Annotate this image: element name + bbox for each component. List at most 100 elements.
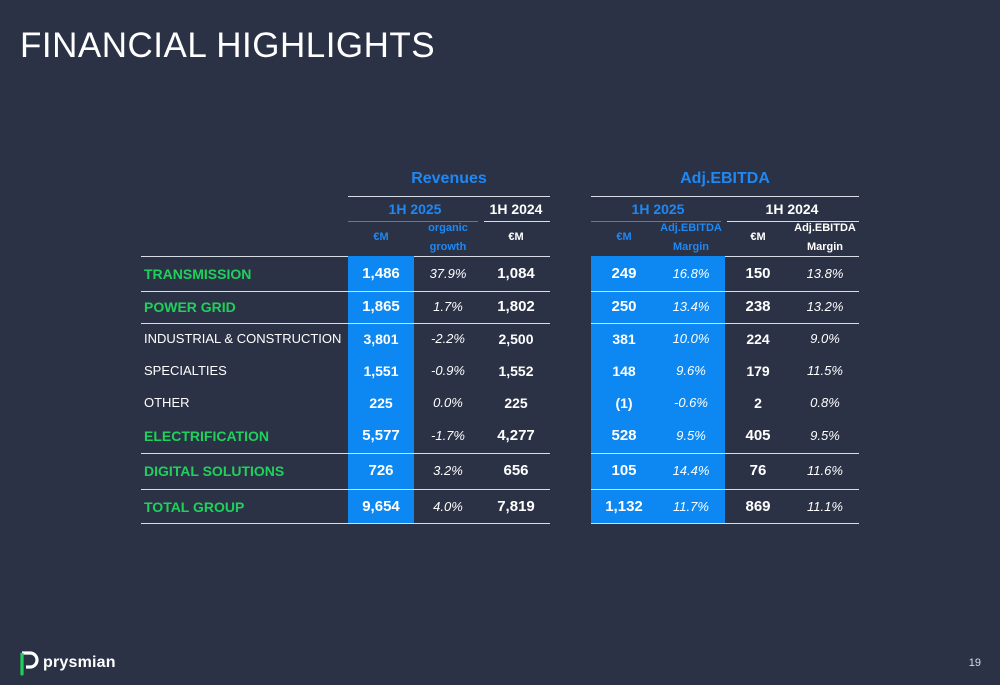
cell-eb-margin: 9.5% <box>676 428 706 443</box>
row-divider <box>591 291 859 292</box>
revenues-top-line <box>348 196 550 197</box>
cell-eb-prior-margin: 13.8% <box>806 266 844 281</box>
cell-rev-prior: 7,819 <box>497 498 535 515</box>
cell-rev-growth: 3.2% <box>433 463 463 478</box>
cell-eb-cur: (1) <box>615 395 633 411</box>
logo-text: prysmian <box>43 654 116 671</box>
row-divider <box>141 453 550 454</box>
cell-eb-cur: 249 <box>611 265 637 282</box>
ebitda-period-underline-prior <box>727 221 859 222</box>
cell-rev-cur: 5,577 <box>362 427 400 444</box>
revenues-col-em: €M <box>373 231 389 243</box>
cell-eb-prior: 869 <box>745 498 771 515</box>
cell-rev-growth: 4.0% <box>433 499 463 514</box>
cell-eb-prior-margin: 11.1% <box>807 499 843 514</box>
cell-eb-prior: 224 <box>746 331 770 347</box>
cell-rev-prior: 1,802 <box>497 298 535 315</box>
row-label: INDUSTRIAL & CONSTRUCTION <box>144 331 342 346</box>
cell-eb-prior-margin: 0.8% <box>810 395 840 410</box>
cell-rev-cur: 1,486 <box>362 265 400 282</box>
cell-rev-prior: 656 <box>503 462 529 479</box>
prysmian-logo-icon <box>20 651 39 676</box>
row-label: SPECIALTIES <box>144 363 227 378</box>
cell-rev-cur: 1,865 <box>362 298 400 315</box>
revenues-title: Revenues <box>411 170 487 187</box>
cell-rev-growth: -0.9% <box>431 363 465 378</box>
cell-eb-margin: 9.6% <box>676 363 706 378</box>
revenues-period-prior: 1H 2024 <box>489 201 543 217</box>
cell-rev-growth: 1.7% <box>433 299 463 314</box>
cell-rev-cur: 225 <box>369 395 393 411</box>
row-label: ELECTRIFICATION <box>144 428 269 444</box>
ebitda-current-highlight <box>591 256 725 524</box>
row-divider <box>591 323 859 324</box>
ebitda-col-margin-prior-1: Adj.EBITDA <box>794 222 856 234</box>
cell-eb-margin: 11.7% <box>673 499 709 514</box>
row-label: DIGITAL SOLUTIONS <box>144 463 285 479</box>
ebitda-col-em-prior: €M <box>750 231 766 243</box>
cell-rev-prior: 225 <box>504 395 528 411</box>
row-label: TOTAL GROUP <box>144 499 245 515</box>
cell-eb-prior-margin: 9.0% <box>810 331 840 346</box>
ebitda-period-current: 1H 2025 <box>631 201 685 217</box>
ebitda-col-margin-prior-2: Margin <box>806 241 844 253</box>
cell-eb-prior: 238 <box>745 298 771 315</box>
ebitda-col-margin-1: Adj.EBITDA <box>660 222 722 234</box>
cell-rev-prior: 2,500 <box>498 331 534 347</box>
cell-eb-prior-margin: 11.5% <box>807 363 843 378</box>
cell-rev-growth: 37.9% <box>429 266 467 281</box>
row-divider <box>141 291 550 292</box>
revenues-period-current: 1H 2025 <box>388 201 442 217</box>
cell-eb-cur: 105 <box>611 462 637 479</box>
ebitda-period-prior: 1H 2024 <box>765 201 819 217</box>
cell-rev-prior: 1,084 <box>497 265 535 282</box>
revenues-current-highlight <box>348 256 414 524</box>
cell-rev-prior: 4,277 <box>497 427 535 444</box>
revenues-col-em-prior: €M <box>508 231 524 243</box>
cell-eb-prior-margin: 11.6% <box>807 463 843 478</box>
cell-eb-prior-margin: 13.2% <box>806 299 844 314</box>
header-bottom-line-left <box>141 256 550 257</box>
page-number: 19 <box>968 657 981 669</box>
cell-eb-cur: 1,132 <box>605 498 643 515</box>
cell-rev-cur: 726 <box>368 462 394 479</box>
cell-rev-growth: -2.2% <box>431 331 465 346</box>
row-divider <box>591 523 859 524</box>
page-title: FINANCIAL HIGHLIGHTS <box>20 26 436 65</box>
logo: prysmian <box>18 650 116 676</box>
cell-eb-prior: 2 <box>754 395 762 411</box>
cell-eb-prior: 76 <box>749 462 767 479</box>
ebitda-title: Adj.EBITDA <box>680 170 770 187</box>
ebitda-col-margin-2: Margin <box>672 241 710 253</box>
cell-eb-prior: 179 <box>746 363 770 379</box>
revenues-col-organic-2: growth <box>429 241 467 253</box>
ebitda-top-line <box>591 196 859 197</box>
cell-eb-cur: 381 <box>612 331 636 347</box>
cell-eb-margin: 13.4% <box>672 299 710 314</box>
cell-eb-prior: 150 <box>745 265 771 282</box>
revenues-col-organic-1: organic <box>428 222 468 234</box>
cell-rev-cur: 1,551 <box>363 363 399 379</box>
cell-eb-prior: 405 <box>745 427 771 444</box>
row-label: POWER GRID <box>144 299 236 315</box>
cell-rev-growth: -1.7% <box>431 428 465 443</box>
row-label: TRANSMISSION <box>144 266 252 282</box>
cell-eb-cur: 148 <box>612 363 636 379</box>
row-label: OTHER <box>144 395 190 410</box>
row-divider <box>141 323 550 324</box>
row-divider <box>141 523 550 524</box>
cell-eb-margin: 14.4% <box>672 463 710 478</box>
cell-rev-growth: 0.0% <box>433 395 463 410</box>
cell-eb-margin: 10.0% <box>672 331 710 346</box>
cell-eb-margin: -0.6% <box>674 395 708 410</box>
row-divider <box>141 489 550 490</box>
revenues-period-underline-current <box>348 221 478 222</box>
cell-rev-cur: 9,654 <box>362 498 400 515</box>
ebitda-col-em: €M <box>616 231 632 243</box>
row-divider <box>591 489 859 490</box>
row-divider <box>591 453 859 454</box>
cell-eb-prior-margin: 9.5% <box>810 428 840 443</box>
cell-rev-prior: 1,552 <box>498 363 534 379</box>
cell-eb-cur: 250 <box>611 298 637 315</box>
cell-rev-cur: 3,801 <box>363 331 399 347</box>
